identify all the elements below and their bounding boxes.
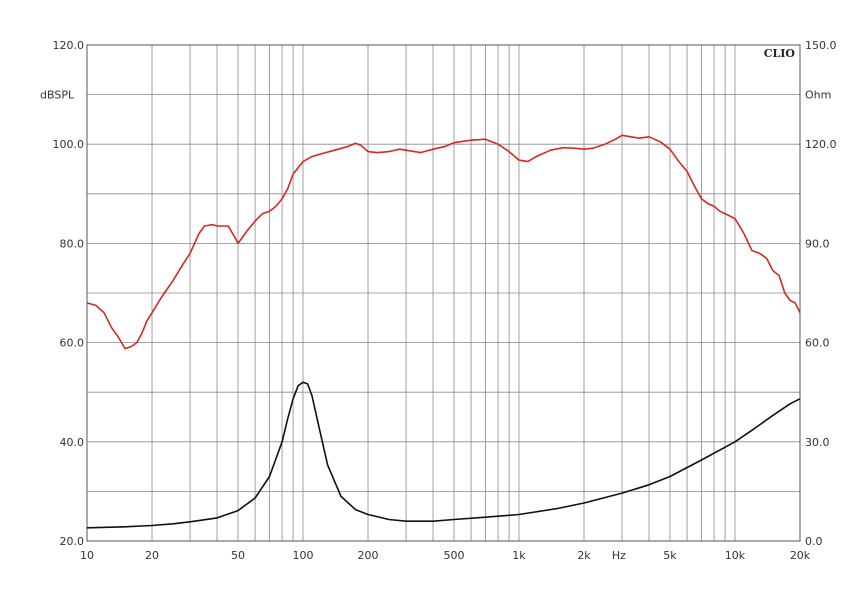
y-axis-left-label: dBSPL	[40, 89, 75, 102]
x-tick-label: 100	[292, 549, 313, 562]
impedance-curve	[86, 381, 801, 529]
y-left-tick-label: 120.0	[53, 39, 85, 52]
series-layer	[86, 134, 801, 529]
x-tick-label: 20	[145, 549, 159, 562]
x-tick-label: 20k	[790, 549, 811, 562]
y-right-tick-label: 0.0	[805, 535, 823, 548]
y-left-tick-label: 40.0	[60, 436, 85, 449]
x-tick-label: 5k	[663, 549, 677, 562]
y-right-tick-label: 150.0	[805, 39, 837, 52]
brand-label: CLIO	[764, 47, 796, 60]
x-tick-label: 1k	[512, 549, 526, 562]
x-tick-label: 200	[358, 549, 379, 562]
y-left-tick-labels: 20.0 40.0 60.0 80.0 100.0 120.0	[53, 39, 85, 548]
grid-lines	[86, 44, 801, 542]
y-right-tick-labels: 0.0 30.0 60.0 90.0 120.0 150.0	[805, 39, 837, 548]
x-tick-labels: 10 20 50 100 200 500 1k 2k 5k 10k 20k	[80, 549, 811, 562]
y-right-tick-label: 90.0	[805, 237, 830, 250]
y-right-tick-label: 120.0	[805, 138, 837, 151]
y-left-tick-label: 20.0	[60, 535, 85, 548]
x-tick-label: 50	[231, 549, 245, 562]
x-tick-label: 2k	[577, 549, 591, 562]
y-left-tick-label: 100.0	[53, 138, 85, 151]
y-left-tick-label: 80.0	[60, 237, 85, 250]
y-right-tick-label: 60.0	[805, 337, 830, 350]
x-tick-label: 10k	[725, 549, 746, 562]
y-left-tick-label: 60.0	[60, 337, 85, 350]
x-axis-unit-label: Hz	[612, 549, 626, 562]
x-tick-label: 500	[443, 549, 464, 562]
x-tick-label: 10	[80, 549, 94, 562]
y-right-tick-label: 30.0	[805, 436, 830, 449]
spl-curve	[86, 134, 801, 350]
y-axis-right-label: Ohm	[805, 89, 831, 102]
plot-frame	[86, 44, 801, 542]
